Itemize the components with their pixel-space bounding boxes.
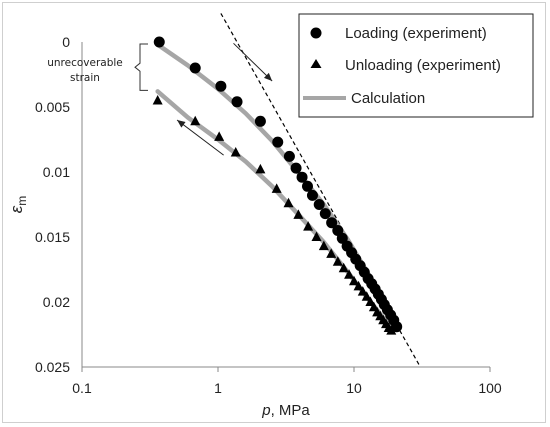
- unloading-point: [318, 240, 329, 251]
- loading-markers: [153, 36, 403, 333]
- loading-point: [189, 62, 201, 74]
- y-tick-label: 0.005: [35, 99, 70, 115]
- unloading-point: [255, 163, 266, 174]
- unloading-point: [214, 131, 225, 141]
- loading-direction-arrow: [233, 42, 273, 82]
- y-tick-label: 0.025: [35, 359, 70, 375]
- unloading-point: [190, 115, 201, 126]
- y-tick-labels: 0 0.005 0.01 0.015 0.02 0.025: [35, 34, 70, 375]
- legend-loading-label: Loading (experiment): [345, 25, 487, 42]
- loading-point: [296, 171, 308, 183]
- unloading-point: [386, 325, 397, 335]
- unloading-point: [349, 275, 359, 286]
- strain-label: strain: [70, 72, 100, 84]
- y-axis-label: εm: [7, 196, 29, 213]
- unloading-point: [283, 197, 294, 208]
- x-tick-label: 100: [478, 380, 502, 396]
- unloading-point: [293, 209, 304, 219]
- unloading-point: [332, 256, 343, 266]
- loading-point: [153, 36, 165, 48]
- y-tick-label: 0.015: [35, 229, 70, 245]
- loading-point: [319, 208, 331, 220]
- unloading-point: [271, 183, 282, 193]
- y-axis-label-symbol: ε: [7, 205, 26, 213]
- unloading-point: [326, 248, 337, 258]
- loading-point: [272, 136, 284, 148]
- x-tick-label: 1: [214, 380, 222, 396]
- legend-unloading-label: Unloading (experiment): [345, 57, 501, 74]
- loading-point: [326, 217, 338, 229]
- legend-loading-marker: [310, 27, 322, 39]
- unloading-point: [344, 269, 355, 279]
- unrecoverable-label: unrecoverable: [47, 57, 123, 69]
- loading-arrowhead: [263, 72, 273, 81]
- unloading-point: [311, 231, 322, 241]
- x-axis-label: p, MPa: [261, 402, 310, 419]
- unloading-point: [338, 262, 349, 273]
- y-tick-label: 0.02: [43, 294, 70, 310]
- x-axis-label-symbol: p: [261, 402, 270, 419]
- y-tick-label: 0: [62, 34, 70, 50]
- legend: Loading (experiment) Unloading (experime…: [298, 13, 534, 118]
- unloading-point: [152, 95, 163, 105]
- y-tick-label: 0.01: [43, 164, 70, 180]
- unloading-point: [230, 147, 241, 157]
- unloading-point: [357, 286, 368, 296]
- unrecoverable-strain-bracket: [134, 43, 148, 91]
- unloading-point: [353, 280, 364, 291]
- calculation-curve-unloading: [155, 89, 395, 332]
- unloading-point: [361, 291, 372, 301]
- loading-point: [306, 189, 318, 201]
- unloading-markers: [152, 95, 397, 335]
- loading-point: [313, 199, 325, 210]
- unloading-direction-arrow: [176, 119, 224, 156]
- x-tick-labels: 0.1 1 10 100: [72, 367, 502, 396]
- plot-area: [81, 42, 490, 368]
- loading-point: [254, 115, 266, 127]
- y-axis-label-subscript: m: [15, 196, 29, 206]
- loading-point: [301, 180, 313, 192]
- loading-point: [231, 96, 243, 108]
- loading-point: [290, 162, 302, 174]
- x-axis-label-unit: , MPa: [271, 402, 311, 419]
- annotations: unrecoverable strain: [47, 42, 273, 156]
- unloading-point: [303, 221, 314, 231]
- loading-point: [391, 321, 403, 333]
- loading-point: [283, 150, 295, 162]
- legend-calculation-label: Calculation: [351, 90, 425, 107]
- x-tick-label: 10: [346, 380, 362, 396]
- unloading-arrowhead: [177, 120, 186, 128]
- legend-unloading-marker: [310, 59, 322, 68]
- x-tick-label: 0.1: [72, 380, 92, 396]
- loading-point: [215, 80, 227, 92]
